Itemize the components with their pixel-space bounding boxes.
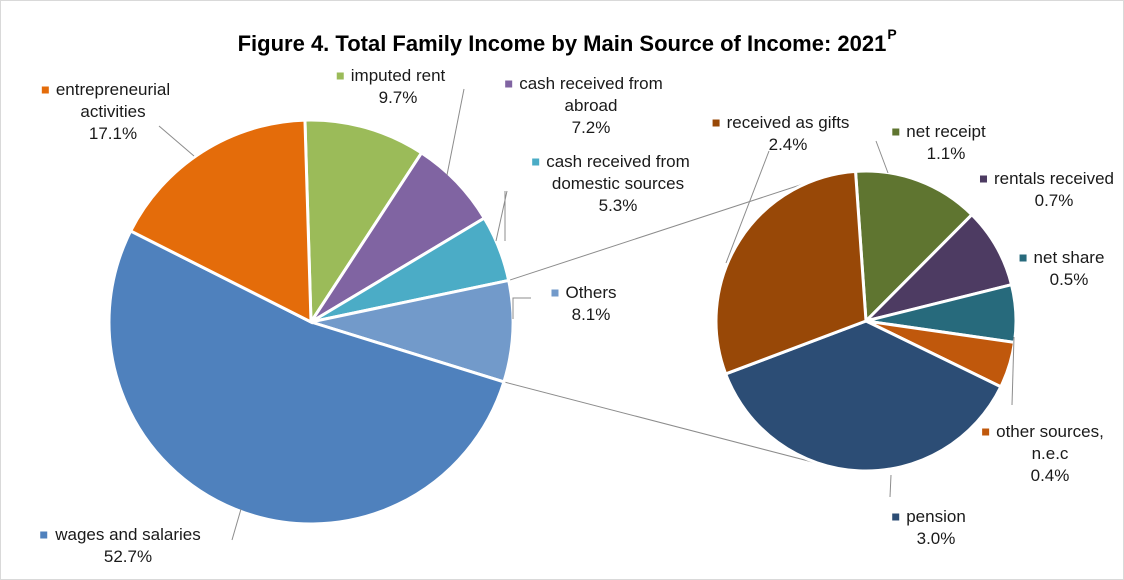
main-imputed-rent-label-text: imputed rent	[351, 66, 446, 85]
secondary-net-share-value-label: 0.5%	[1050, 270, 1089, 289]
connector-line-top	[508, 181, 811, 281]
connector-line-bottom	[503, 381, 826, 466]
main-others-label: Others 8.1%	[551, 283, 617, 324]
secondary-received-as-gifts-value-label: 2.4%	[769, 135, 808, 154]
secondary-net-receipt-label: net receipt 1.1%	[892, 122, 986, 163]
secondary-slice-received-as-gifts	[714, 169, 868, 376]
secondary-net-receipt-leader-line	[875, 140, 889, 174]
secondary-received-as-gifts-leader-line	[725, 150, 770, 264]
secondary-other-sources-n-e-c-label: other sources, n.e.c 0.4%	[982, 422, 1104, 485]
secondary-net-receipt-value-label: 1.1%	[927, 144, 966, 163]
main-cash-received-from-abroad-label: cash received from abroad 7.2%	[505, 74, 663, 137]
secondary-net-receipt-legend-key	[892, 128, 900, 136]
secondary-net-share-label: net share 0.5%	[1019, 248, 1105, 289]
secondary-net-receipt-label-text: net receipt	[906, 122, 986, 141]
chart-title-superscript: P	[887, 26, 896, 42]
secondary-other-sources-n-e-c-leader-line	[1011, 336, 1015, 406]
main-entrepreneurial-activities-label-text: entrepreneurial	[56, 80, 170, 99]
main-cash-received-from-abroad-legend-key	[505, 80, 513, 88]
main-imputed-rent-label: imputed rent 9.7%	[336, 66, 446, 107]
main-cash-received-from-abroad-label-text: abroad	[565, 96, 618, 115]
main-slice-wages-and-salaries	[107, 228, 506, 526]
main-others-label-text: Others	[565, 283, 616, 302]
secondary-pie	[714, 169, 1018, 473]
secondary-pension-label-text: pension	[906, 507, 966, 526]
main-wages-and-salaries-leader-line	[231, 508, 242, 541]
secondary-rentals-received-label: rentals received 0.7%	[979, 169, 1114, 210]
secondary-net-share-legend-key	[1019, 254, 1027, 262]
main-wages-and-salaries-value-label: 52.7%	[104, 547, 152, 566]
secondary-other-sources-n-e-c-value-label: 0.4%	[1031, 466, 1070, 485]
secondary-received-as-gifts-legend-key	[712, 119, 720, 127]
secondary-other-sources-n-e-c-legend-key	[982, 428, 990, 436]
main-entrepreneurial-activities-value-label: 17.1%	[89, 124, 137, 143]
main-pie	[107, 118, 515, 526]
secondary-rentals-received-label-text: rentals received	[994, 169, 1114, 188]
secondary-slice-pension	[723, 319, 1003, 473]
secondary-pension-leader-line	[889, 474, 892, 498]
secondary-pension-value-label: 3.0%	[917, 529, 956, 548]
chart-title-group: Figure 4. Total Family Income by Main So…	[238, 26, 897, 56]
main-slice-others	[305, 278, 515, 384]
secondary-received-as-gifts-label-text: received as gifts	[727, 113, 850, 132]
main-cash-received-from-domestic-sources-value-label: 5.3%	[599, 196, 638, 215]
main-cash-received-from-abroad-label-text: cash received from	[519, 74, 663, 93]
secondary-slice-net-receipt	[853, 169, 974, 325]
secondary-rentals-received-value-label: 0.7%	[1035, 191, 1074, 210]
secondary-pension-label: pension 3.0%	[892, 507, 966, 548]
main-entrepreneurial-activities-legend-key	[41, 86, 49, 94]
main-wages-and-salaries-label-text: wages and salaries	[54, 525, 201, 544]
secondary-net-share-label-text: net share	[1034, 248, 1105, 267]
main-entrepreneurial-activities-label: entrepreneurial activities 17.1%	[41, 80, 170, 143]
connector-lines	[503, 181, 826, 466]
main-cash-received-from-domestic-sources-label: cash received from domestic sources 5.3%	[532, 152, 690, 215]
main-imputed-rent-leader-line	[446, 88, 465, 176]
secondary-rentals-received-legend-key	[979, 175, 987, 183]
chart-title: Figure 4. Total Family Income by Main So…	[238, 31, 887, 56]
data-labels: imputed rent 9.7% cash received from abroad…	[40, 66, 1114, 566]
main-slice-imputed-rent	[303, 118, 424, 327]
main-cash-received-from-domestic-sources-label-text: domestic sources	[552, 174, 684, 193]
main-entrepreneurial-activities-label-text: activities	[80, 102, 145, 121]
main-others-leader-line	[512, 297, 531, 319]
main-others-value-label: 8.1%	[572, 305, 611, 324]
main-others-legend-key	[551, 289, 559, 297]
secondary-other-sources-n-e-c-label-text: other sources,	[996, 422, 1104, 441]
main-imputed-rent-legend-key	[336, 72, 344, 80]
secondary-pension-legend-key	[892, 513, 900, 521]
main-imputed-rent-value-label: 9.7%	[379, 88, 418, 107]
main-entrepreneurial-activities-leader-line	[158, 125, 195, 157]
main-cash-received-from-domestic-sources-label-text: cash received from	[546, 152, 690, 171]
secondary-received-as-gifts-label: received as gifts 2.4%	[712, 113, 850, 154]
leader-lines	[158, 88, 1015, 541]
secondary-other-sources-n-e-c-label-text: n.e.c	[1032, 444, 1069, 463]
main-cash-received-from-abroad-value-label: 7.2%	[572, 118, 611, 137]
main-slice-entrepreneurial-activities	[128, 118, 313, 325]
main-wages-and-salaries-label: wages and salaries 52.7%	[40, 525, 201, 566]
main-cash-received-from-domestic-sources-legend-key	[532, 158, 540, 166]
main-wages-and-salaries-legend-key	[40, 531, 48, 539]
